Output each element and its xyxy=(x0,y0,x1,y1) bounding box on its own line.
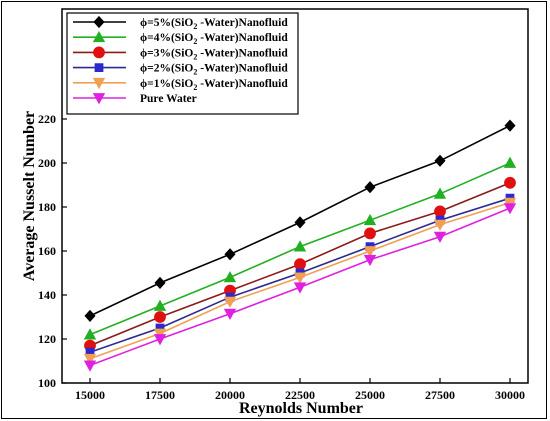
y-tick-label: 100 xyxy=(38,376,56,390)
series-layer xyxy=(83,119,517,372)
legend-swatch-marker xyxy=(93,46,105,59)
x-tick-label: 15000 xyxy=(75,388,105,402)
data-point xyxy=(294,216,306,229)
data-point xyxy=(293,272,307,284)
data-point xyxy=(84,309,96,322)
y-axis-title: Average Nusselt Number xyxy=(21,111,38,281)
y-tick-label: 140 xyxy=(38,288,56,302)
y-tick-label: 120 xyxy=(38,332,56,346)
data-point xyxy=(293,240,307,252)
data-point xyxy=(363,246,377,258)
x-tick-label: 22500 xyxy=(285,388,315,402)
data-point xyxy=(434,154,446,167)
data-point xyxy=(433,231,447,244)
legend-item: ϕ=4%(SiO2 -Water)Nanofluid xyxy=(73,30,288,46)
data-point xyxy=(154,276,166,289)
legend-box xyxy=(66,12,299,115)
legend-swatch-marker xyxy=(92,30,106,43)
data-point xyxy=(153,299,167,311)
data-point xyxy=(153,328,167,340)
legend-item: ϕ=5%(SiO2 -Water)Nanofluid xyxy=(73,15,288,31)
data-point xyxy=(433,219,447,231)
series-6 xyxy=(83,203,517,372)
legend-swatch-marker xyxy=(92,93,106,105)
data-point xyxy=(503,156,517,168)
data-point xyxy=(503,203,517,215)
legend-label: ϕ=5%(SiO2 -Water)Nanofluid xyxy=(140,17,288,31)
legend-label: ϕ=3%(SiO2 -Water)Nanofluid xyxy=(140,47,288,61)
data-point xyxy=(364,227,376,240)
legend-swatch-marker xyxy=(93,15,105,29)
data-point xyxy=(363,213,377,226)
data-point xyxy=(434,205,446,218)
data-point xyxy=(504,119,516,132)
data-point xyxy=(224,248,236,261)
x-tick-label: 17500 xyxy=(145,388,175,402)
data-point xyxy=(223,308,237,321)
series-2 xyxy=(83,156,517,340)
data-point xyxy=(83,353,97,366)
y-tick-label: 180 xyxy=(38,200,56,214)
series-1 xyxy=(84,119,516,322)
y-tick-label: 160 xyxy=(38,244,56,258)
plot-area xyxy=(61,8,529,384)
data-point xyxy=(294,258,306,271)
data-point xyxy=(363,254,377,267)
x-tick-label: 20000 xyxy=(215,388,245,402)
legend-item: ϕ=2%(SiO2 -Water)Nanofluid xyxy=(73,63,288,77)
x-axis: 15000 17500 20000 22500 25000 27500 30000 xyxy=(75,378,525,402)
data-point xyxy=(504,176,516,189)
y-tick-label: 220 xyxy=(38,112,56,126)
legend-label: ϕ=1%(SiO2 -Water)Nanofluid xyxy=(140,78,288,92)
data-point xyxy=(364,181,376,194)
x-tick-label: 27500 xyxy=(425,388,455,402)
legend-item: ϕ=3%(SiO2 -Water)Nanofluid xyxy=(73,46,288,61)
legend-label: ϕ=4%(SiO2 -Water)Nanofluid xyxy=(140,32,288,46)
data-point xyxy=(293,282,307,294)
legend-item: Pure Water xyxy=(73,93,197,105)
legend-label: Pure Water xyxy=(140,93,197,105)
y-tick-label: 200 xyxy=(38,156,56,170)
legend-label: ϕ=2%(SiO2 -Water)Nanofluid xyxy=(140,63,288,77)
data-point xyxy=(503,197,517,209)
data-point xyxy=(433,187,447,199)
series-3 xyxy=(84,176,516,352)
series-5 xyxy=(83,197,517,366)
data-point xyxy=(83,328,97,340)
legend-item: ϕ=1%(SiO2 -Water)Nanofluid xyxy=(73,78,288,92)
legend-swatch-marker xyxy=(94,63,104,72)
data-point xyxy=(83,360,97,372)
x-axis-title: Reynolds Number xyxy=(239,400,363,417)
data-point xyxy=(153,334,167,346)
y-axis: 100 120 140 160 180 200 220 xyxy=(38,112,67,390)
legend-swatch-marker xyxy=(92,77,106,90)
x-tick-label: 30000 xyxy=(495,388,525,402)
data-point xyxy=(223,271,237,283)
data-point xyxy=(223,296,237,308)
x-tick-label: 25000 xyxy=(355,388,385,402)
data-point xyxy=(154,311,166,323)
